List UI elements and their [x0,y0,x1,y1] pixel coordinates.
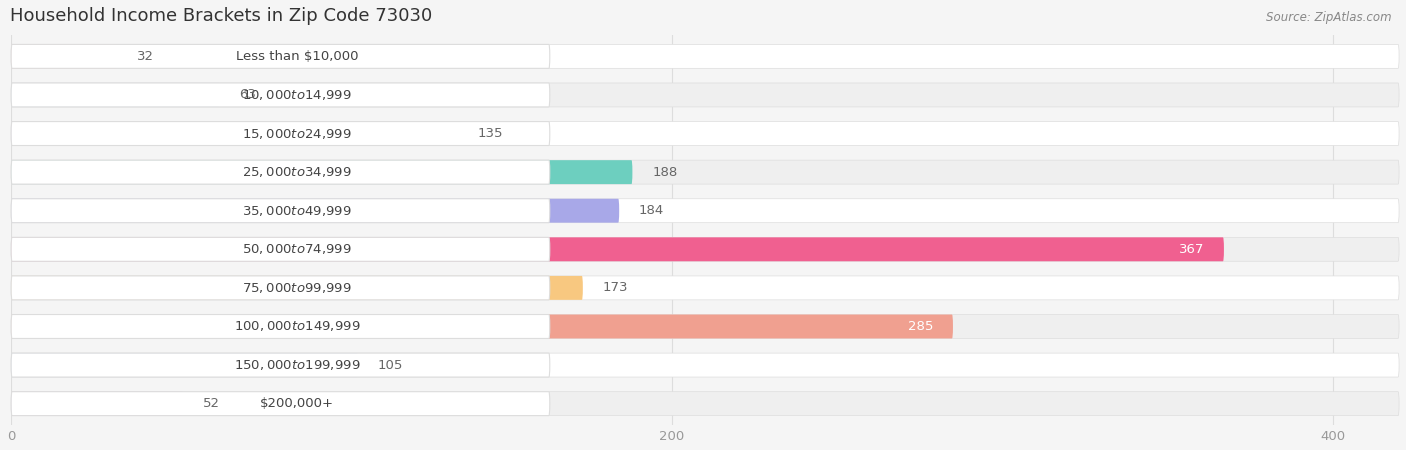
Text: 63: 63 [239,89,256,101]
Text: $25,000 to $34,999: $25,000 to $34,999 [242,165,352,179]
FancyBboxPatch shape [11,315,953,338]
Text: $35,000 to $49,999: $35,000 to $49,999 [242,204,352,218]
FancyBboxPatch shape [11,353,359,377]
FancyBboxPatch shape [11,45,1399,68]
FancyBboxPatch shape [11,237,1399,261]
Text: 367: 367 [1178,243,1204,256]
FancyBboxPatch shape [11,160,550,184]
Text: Household Income Brackets in Zip Code 73030: Household Income Brackets in Zip Code 73… [10,7,432,25]
Text: 32: 32 [136,50,153,63]
FancyBboxPatch shape [11,122,1399,145]
FancyBboxPatch shape [11,353,550,377]
FancyBboxPatch shape [11,392,1399,416]
FancyBboxPatch shape [11,199,1399,223]
FancyBboxPatch shape [11,315,1399,338]
Text: $15,000 to $24,999: $15,000 to $24,999 [242,126,352,140]
FancyBboxPatch shape [11,160,1399,184]
Text: $150,000 to $199,999: $150,000 to $199,999 [233,358,360,372]
Text: 52: 52 [202,397,219,410]
Text: 173: 173 [603,281,628,294]
Text: 285: 285 [908,320,934,333]
FancyBboxPatch shape [11,45,550,68]
FancyBboxPatch shape [11,353,1399,377]
Text: 184: 184 [638,204,664,217]
Text: Source: ZipAtlas.com: Source: ZipAtlas.com [1267,11,1392,24]
FancyBboxPatch shape [11,276,1399,300]
FancyBboxPatch shape [11,83,550,107]
Text: Less than $10,000: Less than $10,000 [236,50,359,63]
FancyBboxPatch shape [11,237,550,261]
FancyBboxPatch shape [11,315,550,338]
Text: $100,000 to $149,999: $100,000 to $149,999 [233,320,360,333]
FancyBboxPatch shape [11,122,550,145]
Text: $10,000 to $14,999: $10,000 to $14,999 [242,88,352,102]
FancyBboxPatch shape [11,45,117,68]
Text: $75,000 to $99,999: $75,000 to $99,999 [242,281,352,295]
FancyBboxPatch shape [11,276,550,300]
Text: 188: 188 [652,166,678,179]
FancyBboxPatch shape [11,237,1223,261]
FancyBboxPatch shape [11,83,219,107]
FancyBboxPatch shape [11,122,457,145]
FancyBboxPatch shape [11,199,619,223]
Text: $200,000+: $200,000+ [260,397,335,410]
Text: $50,000 to $74,999: $50,000 to $74,999 [242,242,352,256]
FancyBboxPatch shape [11,392,550,416]
Text: 105: 105 [378,359,404,372]
FancyBboxPatch shape [11,392,183,416]
FancyBboxPatch shape [11,83,1399,107]
FancyBboxPatch shape [11,276,583,300]
FancyBboxPatch shape [11,160,633,184]
FancyBboxPatch shape [11,199,550,223]
Text: 135: 135 [477,127,502,140]
